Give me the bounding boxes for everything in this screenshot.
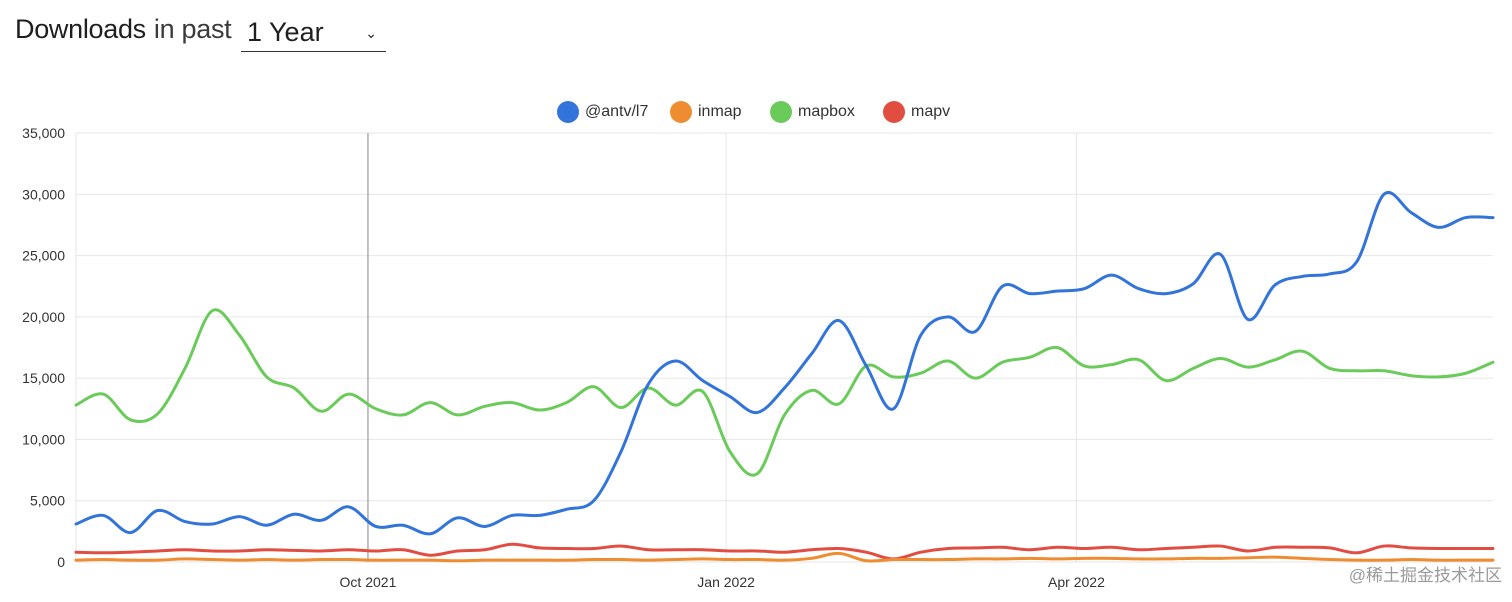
- x-tick-label: Oct 2021: [340, 574, 397, 590]
- y-tick-label: 20,000: [22, 309, 65, 325]
- legend-label: inmap: [698, 103, 742, 120]
- legend-item[interactable]: @antv/l7: [557, 101, 648, 123]
- legend-swatch: [557, 101, 579, 123]
- y-tick-label: 30,000: [22, 186, 65, 202]
- period-select[interactable]: 1 Year ⌄: [241, 16, 386, 52]
- series-line-inmap: [74, 551, 1495, 563]
- series-line--antv-l7: [74, 191, 1495, 536]
- watermark: @稀土掘金技术社区: [1348, 566, 1502, 585]
- legend-item[interactable]: inmap: [670, 101, 742, 123]
- x-tick-label: Jan 2022: [697, 574, 755, 590]
- chevron-down-icon: ⌄: [365, 25, 377, 41]
- legend-label: @antv/l7: [585, 103, 649, 120]
- y-tick-label: 5,000: [30, 493, 65, 509]
- legend-label: mapbox: [798, 103, 855, 120]
- y-tick-label: 35,000: [22, 125, 65, 141]
- legend-swatch: [883, 101, 905, 123]
- legend-swatch: [670, 101, 692, 123]
- legend-item[interactable]: mapbox: [770, 101, 855, 123]
- y-tick-label: 15,000: [22, 370, 65, 386]
- y-tick-label: 25,000: [22, 248, 65, 264]
- x-tick-label: Apr 2022: [1048, 574, 1105, 590]
- legend-item[interactable]: mapv: [883, 101, 950, 123]
- chart-header: Downloads in past: [15, 14, 232, 54]
- y-tick-label: 0: [57, 554, 65, 570]
- legend-swatch: [770, 101, 792, 123]
- series-line-mapbox: [74, 308, 1495, 477]
- y-tick-label: 10,000: [22, 431, 65, 447]
- legend-label: mapv: [911, 103, 951, 120]
- period-select-value: 1 Year: [247, 17, 324, 47]
- page-title-suffix: in past: [153, 14, 232, 44]
- chart-legend: @antv/l7 inmap mapbox mapv: [0, 101, 1512, 127]
- page-title: Downloads: [15, 14, 146, 44]
- series-line-mapv: [74, 542, 1495, 561]
